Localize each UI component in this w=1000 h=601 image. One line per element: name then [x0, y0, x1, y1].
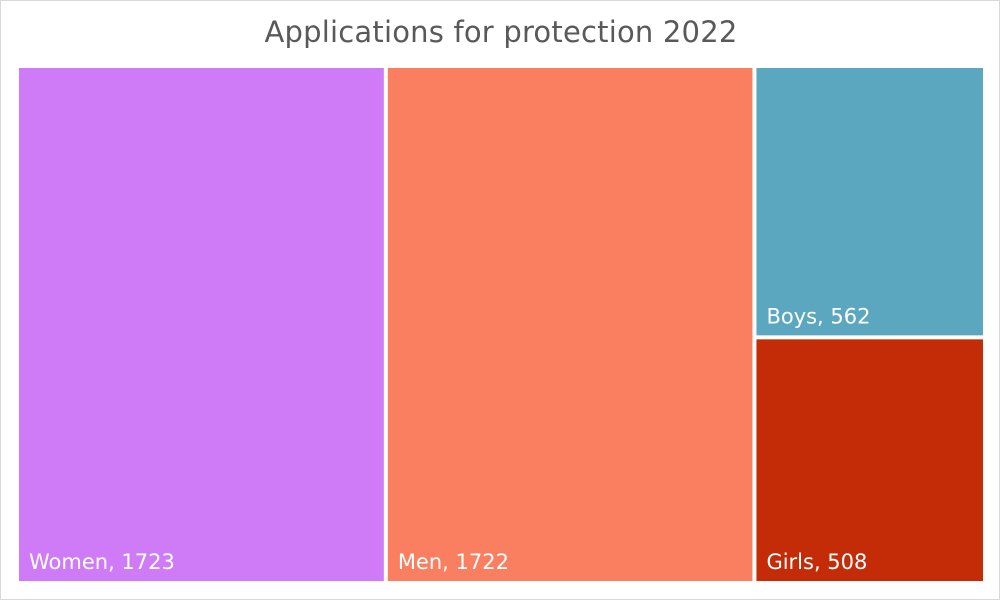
treemap-tile-women	[19, 68, 384, 581]
treemap-label-men: Men, 1722	[398, 550, 509, 574]
treemap-tile-men	[387, 68, 753, 581]
treemap-label-women: Women, 1723	[29, 550, 175, 574]
treemap-label-boys: Boys, 562	[766, 304, 870, 328]
treemap-tile-girls	[756, 339, 983, 581]
treemap-label-girls: Girls, 508	[766, 550, 867, 574]
treemap-tile-boys	[756, 68, 983, 336]
chart-title: Applications for protection 2022	[264, 15, 738, 49]
